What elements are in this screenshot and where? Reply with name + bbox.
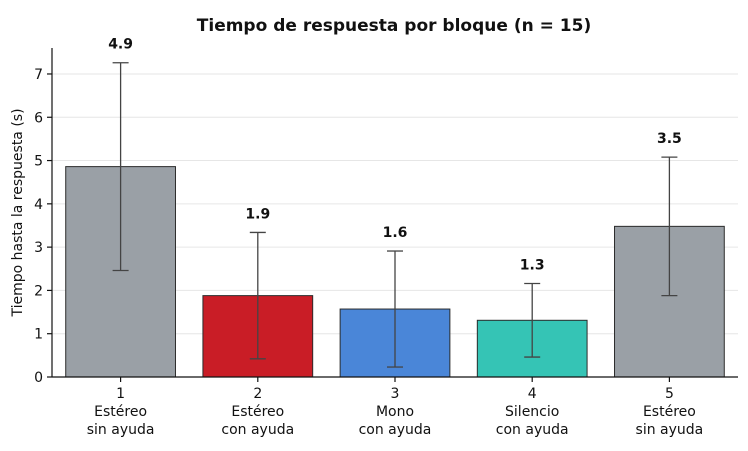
error-bar [524,282,541,358]
y-tick-label: 6 [34,110,43,126]
x-tick-label: 4 Silencio con ayuda [496,386,569,438]
data-label: 1.9 [245,206,270,222]
x-ticks: 1 Estéreo sin ayuda 2 Estéreo con ayuda 3 Mono c… [87,377,704,438]
data-labels: 4.9 1.9 1.6 1.3 3.5 [108,37,682,274]
error-bar [387,250,403,368]
data-label: 3.5 [657,131,682,147]
x-tick-label: 1 Estéreo sin ayuda [87,386,155,438]
y-tick-label: 7 [34,67,43,83]
data-label: 1.6 [383,225,408,241]
x-tick-label: 5 Estéreo sin ayuda [636,386,704,438]
data-label: 1.3 [520,257,545,273]
y-tick-label: 4 [34,197,43,213]
y-ticks: 0 1 2 3 4 5 6 7 [34,67,52,386]
error-bar [249,231,266,360]
data-label: 4.9 [108,37,133,53]
x-tick-label: 2 Estéreo con ayuda [221,386,294,438]
y-tick-label: 2 [34,283,43,299]
y-tick-label: 1 [34,327,43,343]
x-tick-label: 3 Mono con ayuda [359,386,432,438]
error-bar [661,156,678,297]
y-axis-label: Tiempo hasta la respuesta (s) [10,108,26,317]
y-tick-label: 0 [34,370,43,386]
chart-title: Tiempo de respuesta por bloque (n = 15) [197,16,591,36]
y-tick-label: 5 [34,154,43,170]
error-bars [112,62,678,368]
y-tick-label: 3 [34,240,43,256]
error-bar [112,62,129,272]
